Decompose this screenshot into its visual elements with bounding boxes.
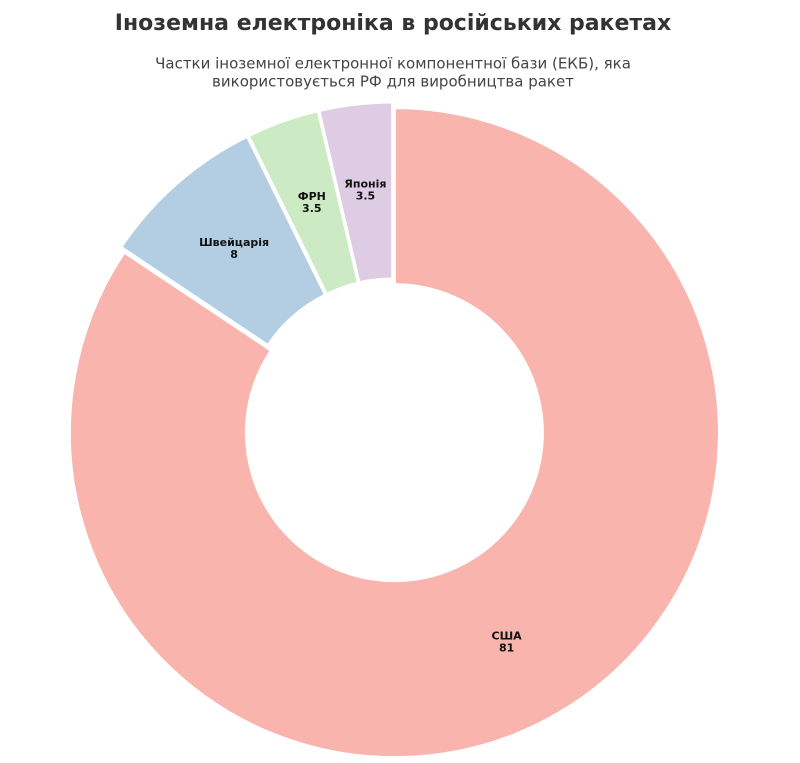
slice-label: ФРН: [298, 190, 326, 203]
slice-value: 8: [230, 248, 238, 261]
slice-label: США: [492, 630, 523, 643]
slice-label: Швейцарія: [199, 236, 269, 249]
chart-title: Іноземна електроніка в російських ракета…: [115, 11, 671, 36]
slice-value: 3.5: [302, 202, 322, 215]
slice-label: Японія: [344, 178, 386, 191]
chart-subtitle: використовується РФ для виробництва раке…: [212, 73, 574, 91]
slice: [67, 106, 721, 760]
slice: [317, 100, 395, 285]
slice-value: 3.5: [356, 190, 376, 203]
slice-value: 81: [499, 642, 514, 655]
chart-subtitle: Частки іноземної електронної компонентно…: [155, 55, 631, 73]
